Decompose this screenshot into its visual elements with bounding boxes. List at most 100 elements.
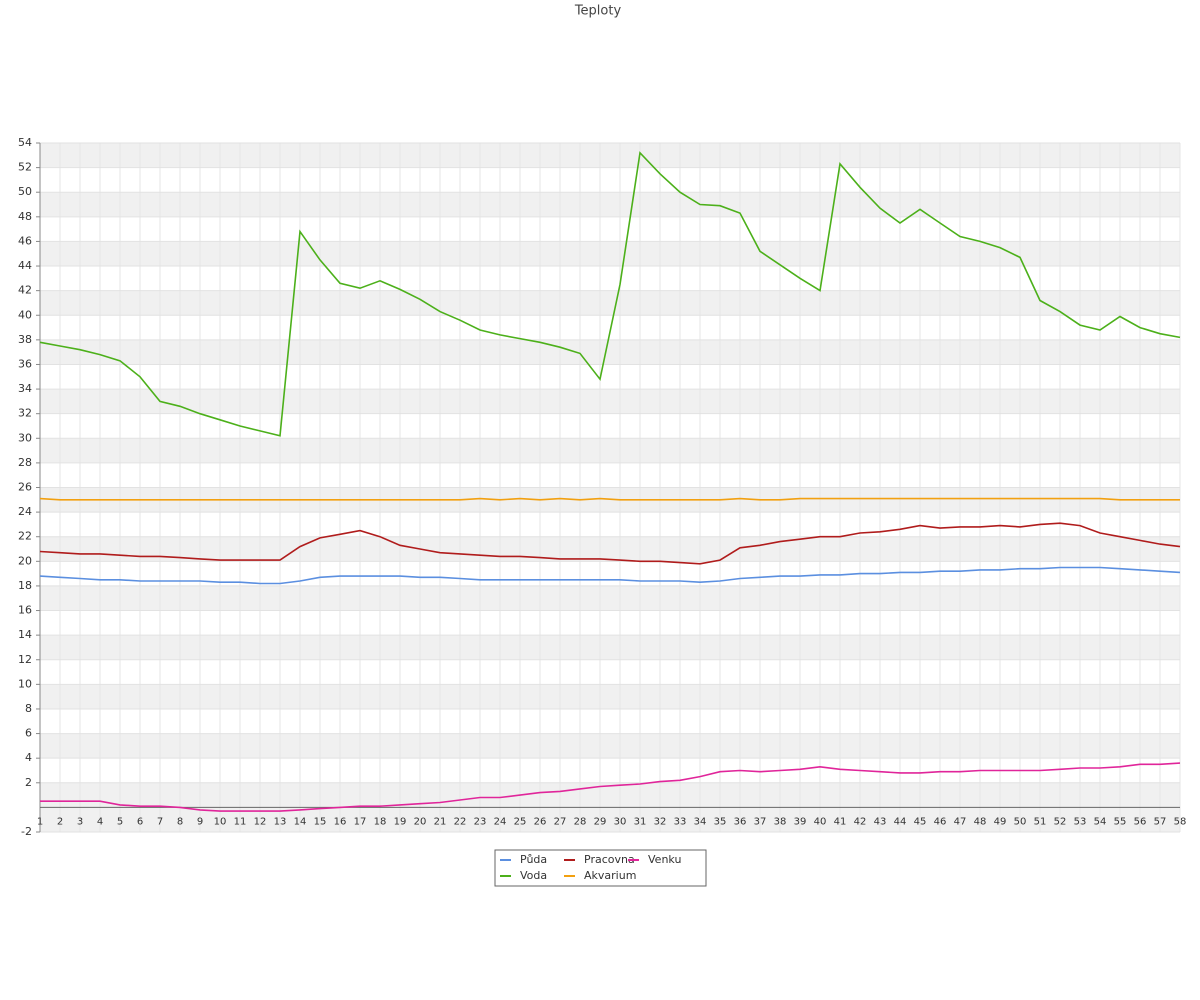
- x-tick-label: 14: [294, 816, 307, 827]
- x-tick-label: 51: [1034, 816, 1047, 827]
- band: [40, 635, 1180, 660]
- x-tick-label: 35: [714, 816, 727, 827]
- y-tick-label: 52: [18, 161, 32, 174]
- band: [40, 585, 1180, 611]
- x-tick-label: 23: [474, 816, 487, 827]
- x-tick-label: 13: [274, 816, 287, 827]
- y-tick-label: 54: [18, 136, 32, 149]
- y-tick-label: -2: [21, 825, 32, 838]
- series-line: [39, 151, 1181, 437]
- y-tick-label: 50: [18, 185, 32, 198]
- x-tick-label: 50: [1014, 816, 1027, 827]
- x-tick-label: 36: [734, 816, 747, 827]
- y-tick-label: 36: [18, 357, 32, 370]
- x-tick-label: 32: [654, 816, 667, 827]
- y-tick-label: 42: [18, 284, 32, 297]
- y-tick-label: 12: [18, 653, 32, 666]
- series-line: [39, 497, 1180, 501]
- x-tick-label: 21: [434, 816, 447, 827]
- x-tick-label: 34: [694, 816, 707, 827]
- x-tick-label: 17: [354, 816, 367, 827]
- legend-box: [494, 849, 707, 887]
- x-tick-label: 40: [814, 816, 827, 827]
- x-tick-label: 37: [754, 816, 767, 827]
- y-tick-label: 30: [18, 431, 32, 444]
- x-tick-label: 15: [314, 816, 327, 827]
- y-tick-label: 28: [18, 456, 32, 469]
- x-tick-label: 5: [117, 816, 123, 827]
- band: [40, 389, 1180, 414]
- x-tick-label: 18: [374, 816, 387, 827]
- series-line: [39, 522, 1181, 565]
- x-tick-label: 44: [894, 816, 907, 827]
- legend-label: Voda: [520, 869, 547, 882]
- y-tick-label: 8: [25, 702, 32, 715]
- x-tick-label: 4: [97, 816, 103, 827]
- legend-label: Půda: [520, 853, 547, 866]
- y-tick-label: 46: [18, 234, 32, 247]
- y-tick-label: 10: [18, 677, 32, 690]
- x-tick-label: 28: [574, 816, 587, 827]
- y-tick-label: 14: [18, 628, 32, 641]
- band: [40, 733, 1180, 759]
- y-tick-label: 32: [18, 407, 32, 420]
- x-tick-label: 45: [914, 816, 927, 827]
- x-tick-label: 46: [934, 816, 947, 827]
- plot-background: [40, 143, 1180, 832]
- x-tick-label: 7: [157, 816, 163, 827]
- x-tick-label: 9: [197, 816, 203, 827]
- chart-title: Teploty: [574, 4, 622, 19]
- legend-label: Pracovna: [584, 853, 635, 866]
- y-tick-label: 26: [18, 481, 32, 494]
- x-tick-label: 11: [234, 816, 247, 827]
- x-tick-label: 43: [874, 816, 887, 827]
- y-tick-label: 40: [18, 308, 32, 321]
- series-line: [40, 762, 1181, 812]
- x-tick-label: 38: [774, 816, 787, 827]
- x-tick-label: 56: [1134, 816, 1147, 827]
- x-tick-label: 20: [414, 816, 427, 827]
- band: [40, 536, 1180, 562]
- x-tick-label: 6: [137, 816, 143, 827]
- band: [40, 339, 1180, 365]
- band: [40, 684, 1180, 709]
- x-tick-label: 1: [37, 816, 43, 827]
- series-line: [39, 566, 1181, 585]
- x-tick-label: 19: [394, 816, 407, 827]
- x-tick-label: 41: [834, 816, 847, 827]
- x-tick-label: 27: [554, 816, 567, 827]
- y-tick-label: 18: [18, 579, 32, 592]
- x-tick-label: 33: [674, 816, 687, 827]
- x-tick-label: 48: [974, 816, 987, 827]
- y-tick-label: 16: [18, 604, 32, 617]
- x-tick-label: 52: [1054, 816, 1067, 827]
- x-tick-label: 58: [1174, 816, 1187, 827]
- x-tick-label: 16: [334, 816, 347, 827]
- legend: Půda Pracovna Venku Voda Akvarium: [494, 849, 707, 887]
- x-tick-label: 8: [177, 816, 183, 827]
- y-tick-label: 20: [18, 554, 32, 567]
- x-tick-label: 29: [594, 816, 607, 827]
- y-tick-label: 6: [25, 727, 32, 740]
- x-tick-label: 3: [77, 816, 83, 827]
- y-tick-label: 48: [18, 210, 32, 223]
- x-tick-label: 22: [454, 816, 467, 827]
- band: [40, 192, 1180, 217]
- y-tick-label: 24: [18, 505, 32, 518]
- band: [40, 143, 1180, 168]
- x-tick-label: 54: [1094, 816, 1107, 827]
- x-tick-label: 39: [794, 816, 807, 827]
- x-tick-label: 57: [1154, 816, 1167, 827]
- legend-label: Venku: [648, 853, 681, 866]
- x-tick-label: 26: [534, 816, 547, 827]
- legend-label: Akvarium: [584, 869, 636, 882]
- x-tick-label: 12: [254, 816, 267, 827]
- x-tick-label: 24: [494, 816, 507, 827]
- y-tick-label: 4: [25, 751, 32, 764]
- x-tick-label: 25: [514, 816, 527, 827]
- y-tick-label: 38: [18, 333, 32, 346]
- band: [40, 241, 1180, 267]
- x-tick-label: 53: [1074, 816, 1087, 827]
- y-tick-label: 2: [25, 776, 32, 789]
